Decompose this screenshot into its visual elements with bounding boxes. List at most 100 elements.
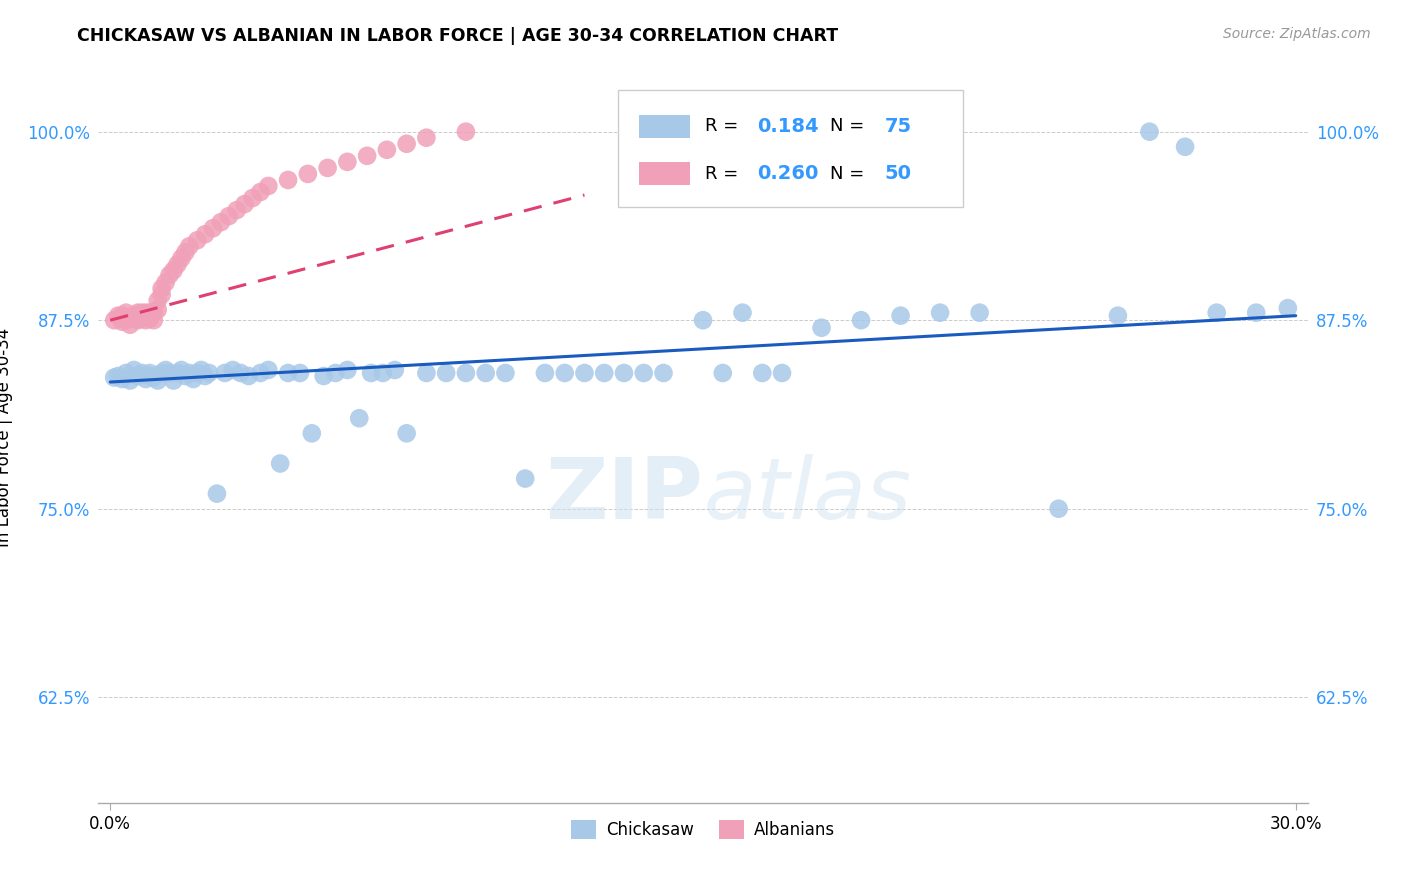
Point bbox=[186, 233, 208, 247]
Point bbox=[103, 370, 125, 384]
Point bbox=[190, 363, 212, 377]
Point bbox=[118, 311, 141, 326]
Point bbox=[1174, 140, 1197, 154]
Point bbox=[356, 149, 378, 163]
Point bbox=[751, 366, 773, 380]
Point bbox=[336, 363, 359, 377]
Point bbox=[711, 366, 734, 380]
Point bbox=[209, 215, 232, 229]
Point bbox=[969, 306, 991, 320]
Text: CHICKASAW VS ALBANIAN IN LABOR FORCE | AGE 30-34 CORRELATION CHART: CHICKASAW VS ALBANIAN IN LABOR FORCE | A… bbox=[77, 27, 838, 45]
Point bbox=[111, 309, 134, 323]
Point bbox=[849, 313, 872, 327]
Point bbox=[131, 366, 153, 380]
Point bbox=[1277, 301, 1299, 315]
Point bbox=[214, 366, 236, 380]
Point bbox=[277, 366, 299, 380]
Text: 0.260: 0.260 bbox=[758, 164, 818, 183]
Point bbox=[415, 130, 437, 145]
Text: R =: R = bbox=[706, 165, 744, 183]
Point bbox=[146, 374, 169, 388]
Point bbox=[127, 313, 149, 327]
Point bbox=[1205, 306, 1227, 320]
Text: R =: R = bbox=[706, 117, 744, 136]
Bar bbox=[638, 114, 690, 138]
Point bbox=[312, 369, 335, 384]
Point bbox=[131, 311, 153, 326]
Point bbox=[111, 315, 134, 329]
Point bbox=[770, 366, 793, 380]
Point bbox=[474, 366, 496, 380]
Point bbox=[159, 268, 181, 282]
Point bbox=[652, 366, 675, 380]
Point bbox=[111, 372, 134, 386]
Point bbox=[150, 287, 173, 301]
Text: N =: N = bbox=[830, 165, 870, 183]
Point bbox=[222, 363, 245, 377]
Point bbox=[115, 313, 138, 327]
Point bbox=[929, 306, 952, 320]
Point bbox=[454, 366, 477, 380]
Point bbox=[347, 411, 370, 425]
Point bbox=[122, 309, 145, 323]
Point bbox=[146, 293, 169, 308]
Point bbox=[593, 366, 616, 380]
Point bbox=[179, 366, 201, 380]
Point bbox=[135, 313, 157, 327]
Point bbox=[1139, 125, 1161, 139]
Point bbox=[534, 366, 557, 380]
Point bbox=[574, 366, 596, 380]
Point bbox=[238, 369, 260, 384]
Text: N =: N = bbox=[830, 117, 870, 136]
Point bbox=[554, 366, 576, 380]
Point bbox=[162, 263, 184, 277]
Point bbox=[434, 366, 457, 380]
Point bbox=[198, 366, 221, 380]
Point bbox=[118, 318, 141, 332]
Point bbox=[316, 161, 339, 175]
Point bbox=[375, 143, 398, 157]
Point bbox=[229, 366, 252, 380]
Point bbox=[103, 313, 125, 327]
Point bbox=[810, 320, 832, 334]
Point bbox=[454, 125, 477, 139]
Point bbox=[288, 366, 311, 380]
Point bbox=[233, 197, 256, 211]
Point bbox=[515, 471, 537, 485]
Point bbox=[494, 366, 516, 380]
Point bbox=[122, 311, 145, 326]
Point bbox=[150, 281, 173, 295]
Point bbox=[162, 374, 184, 388]
Point bbox=[107, 309, 129, 323]
Point bbox=[297, 167, 319, 181]
Point bbox=[115, 306, 138, 320]
Point bbox=[135, 306, 157, 320]
Point bbox=[395, 426, 418, 441]
Point bbox=[257, 363, 280, 377]
Point bbox=[1107, 309, 1129, 323]
FancyBboxPatch shape bbox=[619, 90, 963, 207]
Point bbox=[142, 370, 165, 384]
Point bbox=[150, 366, 173, 380]
Point bbox=[122, 363, 145, 377]
Point bbox=[277, 173, 299, 187]
Point bbox=[139, 366, 162, 380]
Text: 75: 75 bbox=[884, 117, 911, 136]
Point bbox=[107, 369, 129, 384]
Point bbox=[242, 191, 264, 205]
Text: atlas: atlas bbox=[703, 454, 911, 537]
Point bbox=[257, 178, 280, 193]
Bar bbox=[638, 162, 690, 186]
Legend: Chickasaw, Albanians: Chickasaw, Albanians bbox=[564, 814, 842, 846]
Text: 0.184: 0.184 bbox=[758, 117, 820, 136]
Point bbox=[613, 366, 636, 380]
Text: Source: ZipAtlas.com: Source: ZipAtlas.com bbox=[1223, 27, 1371, 41]
Point bbox=[360, 366, 382, 380]
Point bbox=[633, 366, 655, 380]
Y-axis label: In Labor Force | Age 30-34: In Labor Force | Age 30-34 bbox=[0, 327, 13, 547]
Point bbox=[325, 366, 347, 380]
Point bbox=[205, 486, 228, 500]
Point bbox=[1047, 501, 1070, 516]
Point bbox=[135, 372, 157, 386]
Point bbox=[181, 372, 204, 386]
